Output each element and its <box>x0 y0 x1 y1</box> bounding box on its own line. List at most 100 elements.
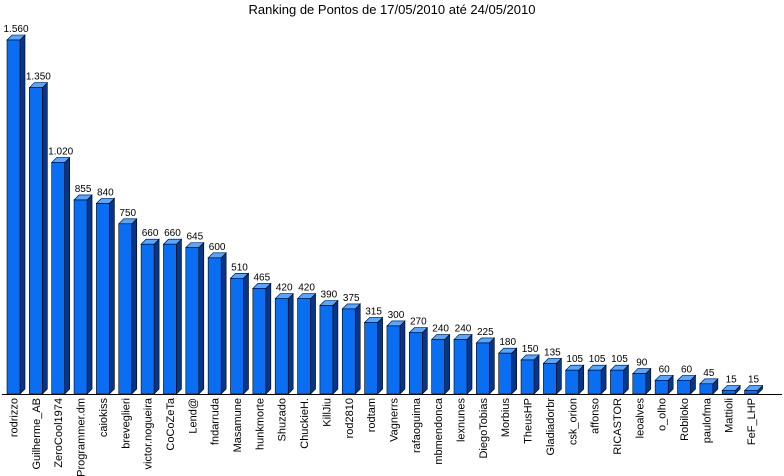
category-label: o_olho <box>657 398 669 431</box>
bar-front <box>163 243 177 395</box>
bar-front <box>96 203 110 395</box>
value-label: 1.560 <box>3 24 28 35</box>
category-label: Mattioli <box>724 398 736 433</box>
category-label: mbmendonca <box>433 397 445 465</box>
bar-10 <box>207 252 227 395</box>
bar-front <box>699 383 714 395</box>
bar-front <box>29 87 43 395</box>
category-label: Morbius <box>500 398 512 438</box>
category-label: Guilherme_AB <box>31 398 43 470</box>
bar-front <box>431 339 445 395</box>
bar-side <box>466 333 473 395</box>
category-label: Programmer.dm <box>76 398 88 476</box>
bar-front <box>476 342 490 395</box>
bar-front <box>721 390 736 395</box>
value-label: 60 <box>659 364 671 375</box>
bar-2 <box>28 81 49 395</box>
bar-15 <box>319 299 339 395</box>
bar-front <box>632 373 647 395</box>
bar-27 <box>587 364 607 395</box>
category-label: Shuzado <box>277 398 289 441</box>
category-label: victor.nogueira <box>143 397 155 469</box>
bar-29 <box>632 367 652 395</box>
value-label: 855 <box>75 184 92 195</box>
value-label: 240 <box>455 324 472 335</box>
bar-side <box>377 316 383 395</box>
category-label: paulofma <box>701 397 713 443</box>
bar-3 <box>50 156 71 395</box>
bar-13 <box>274 292 294 395</box>
value-label: 15 <box>726 375 738 386</box>
value-label: 465 <box>254 272 271 283</box>
category-label: Masamune <box>232 398 244 452</box>
bar-33 <box>721 384 741 395</box>
bar-front <box>274 298 289 395</box>
bar-front <box>408 332 423 395</box>
value-label: 60 <box>681 364 693 375</box>
bar-7 <box>140 238 160 395</box>
bar-front <box>252 288 267 395</box>
bar-front <box>297 298 311 395</box>
category-label: affonso <box>590 398 602 434</box>
bar-4 <box>73 194 93 395</box>
category-label: fndarruda <box>210 397 222 445</box>
bar-front <box>565 369 580 395</box>
bar-front <box>140 243 155 395</box>
value-label: 420 <box>298 283 315 294</box>
value-label: 1.020 <box>48 147 73 158</box>
category-label: rodtam <box>366 398 378 432</box>
bar-21 <box>453 333 473 395</box>
category-label: KillJiu <box>321 398 333 427</box>
value-label: 660 <box>142 228 159 239</box>
bar-side <box>153 238 160 395</box>
value-label: 750 <box>119 208 136 219</box>
bar-front <box>654 380 669 395</box>
bar-side <box>198 241 205 395</box>
value-label: 315 <box>365 307 382 318</box>
bar-8 <box>162 238 183 395</box>
bar-front <box>341 308 356 395</box>
bar-side <box>421 327 428 395</box>
bar-front <box>364 322 378 395</box>
value-label: 375 <box>343 293 360 304</box>
value-label: 45 <box>703 368 715 379</box>
value-label: 270 <box>410 317 427 328</box>
chart-title: Ranking de Pontos de 17/05/2010 até 24/0… <box>248 2 536 17</box>
value-label: 300 <box>388 310 405 321</box>
bar-6 <box>118 218 138 395</box>
category-label: ChuckieH. <box>299 398 311 449</box>
category-label: rafaoguima <box>411 397 423 453</box>
bar-front <box>677 380 691 395</box>
value-label: 150 <box>522 344 539 355</box>
bar-25 <box>542 357 563 395</box>
bar-26 <box>565 364 585 395</box>
bar-side <box>556 357 562 395</box>
bar-side <box>354 303 361 395</box>
value-label: 90 <box>636 358 648 369</box>
bar-front <box>386 325 401 395</box>
bar-front <box>118 223 133 395</box>
category-label: Vagnerrs <box>388 398 400 442</box>
bar-front <box>73 199 88 395</box>
bar-side <box>444 333 450 395</box>
category-label: TheusHP <box>523 398 535 444</box>
value-label: 180 <box>499 337 516 348</box>
bar-20 <box>430 333 451 395</box>
category-label: rod2810 <box>344 398 356 438</box>
bar-side <box>511 347 518 395</box>
value-label: 105 <box>611 354 628 365</box>
category-label: Lend@ <box>187 398 199 434</box>
bar-front <box>498 352 513 395</box>
bar-side <box>109 197 115 395</box>
category-label: leoalves <box>634 398 646 439</box>
bar-12 <box>252 282 272 395</box>
bar-front <box>319 305 334 395</box>
category-label: DiegoTobias <box>478 398 490 459</box>
bar-17 <box>363 316 384 395</box>
bar-22 <box>475 337 496 395</box>
bar-side <box>64 156 70 395</box>
value-label: 390 <box>321 290 338 301</box>
bar-14 <box>296 292 317 395</box>
bar-side <box>287 292 294 395</box>
bar-front <box>610 369 624 395</box>
